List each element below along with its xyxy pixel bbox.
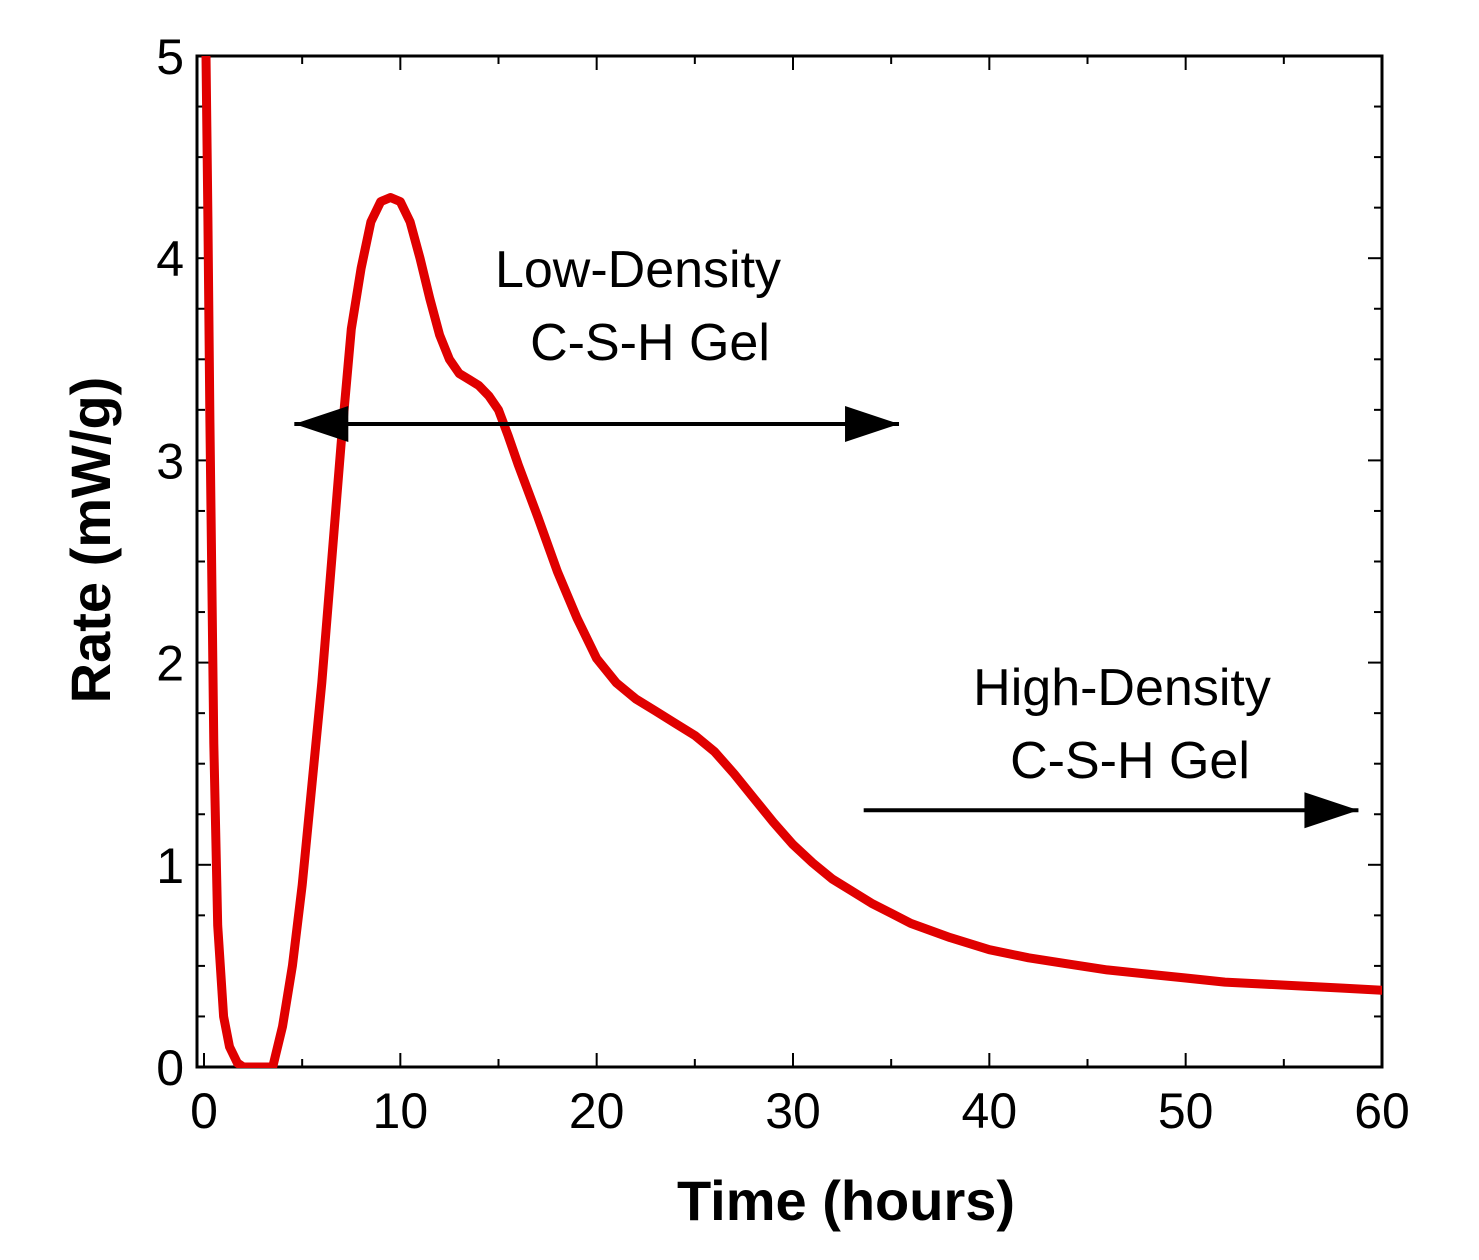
series-line	[201, 56, 1382, 1068]
arrow-head-right-icon	[1304, 792, 1359, 829]
y-axis-title: Rate (mW/g)	[59, 377, 122, 704]
series-layer	[201, 56, 1382, 1068]
x-tick-label: 0	[190, 1083, 218, 1139]
plot-area-frame	[195, 54, 1384, 1069]
arrow-head-left-icon	[294, 406, 349, 443]
axis-ticks	[197, 55, 1383, 1068]
x-tick-label: 30	[765, 1083, 821, 1139]
x-tick-label: 10	[373, 1083, 429, 1139]
x-axis-title: Time (hours)	[677, 1169, 1015, 1232]
y-tick-label: 4	[156, 231, 184, 287]
x-tick-label: 40	[962, 1083, 1018, 1139]
y-tick-label: 2	[156, 636, 184, 692]
annotations: Low-Density C-S-H Gel High-Density C-S-H Ge…	[294, 241, 1359, 829]
y-tick-label: 0	[156, 1040, 184, 1096]
y-tick-label: 3	[156, 433, 184, 489]
y-tick-label: 5	[156, 29, 184, 85]
annotation-text-line: Low-Density	[495, 241, 781, 299]
x-tick-label: 50	[1158, 1083, 1214, 1139]
axis-tick-labels: 0 10 20 30 40 50 60 0 1 2 3 4 5	[156, 29, 1410, 1139]
x-tick-label: 60	[1354, 1083, 1410, 1139]
x-tick-label: 20	[569, 1083, 625, 1139]
y-tick-label: 1	[156, 838, 184, 894]
annotation-text-line: High-Density	[973, 659, 1271, 717]
annotation-text-line: C-S-H Gel	[1010, 732, 1250, 790]
annotation-text-line: C-S-H Gel	[530, 314, 770, 372]
arrow-head-right-icon	[845, 406, 900, 443]
